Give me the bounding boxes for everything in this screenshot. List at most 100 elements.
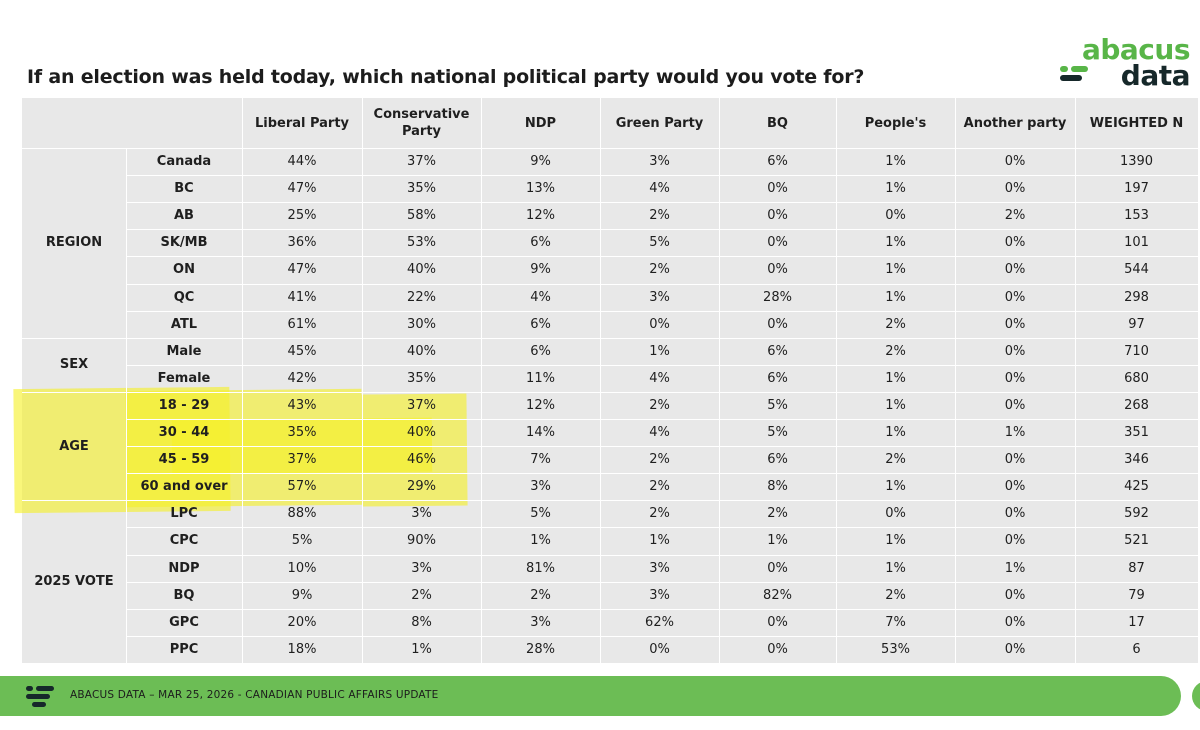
data-cell: 9%	[530, 262, 551, 278]
row-label: GPC	[169, 614, 199, 630]
data-cell: 0%	[1004, 614, 1026, 630]
data-cell: 268	[1124, 397, 1149, 413]
data-cell: 79	[1128, 587, 1145, 603]
data-cell: 7%	[530, 452, 551, 468]
data-cell: 0%	[1004, 343, 1026, 359]
data-cell: 2%	[649, 452, 670, 468]
data-cell: 197	[1124, 181, 1149, 197]
data-cell: 2%	[1004, 208, 1026, 224]
data-cell: 680	[1124, 370, 1149, 386]
grid-line	[22, 500, 1198, 502]
data-cell: 0%	[1004, 181, 1026, 197]
data-cell: 0%	[767, 208, 788, 224]
row-label: 30 - 44	[158, 425, 210, 441]
data-cell: 10%	[287, 560, 317, 576]
footer-logo-icon	[26, 686, 56, 708]
data-cell: 4%	[530, 289, 551, 305]
data-cell: 6%	[767, 154, 788, 170]
data-cell: 0%	[767, 641, 788, 657]
data-cell: 57%	[287, 479, 317, 495]
grid-line	[126, 364, 1198, 366]
grid-line	[1075, 98, 1076, 663]
data-cell: 37%	[407, 397, 436, 413]
data-cell: 1%	[1004, 425, 1026, 441]
data-cell: 0%	[1004, 316, 1026, 332]
data-cell: 6%	[767, 452, 788, 468]
data-cell: 1%	[885, 479, 906, 495]
column-header: Liberal Party	[254, 115, 350, 131]
grid-line	[126, 283, 1198, 285]
row-label: QC	[173, 289, 195, 305]
data-cell: 88%	[287, 506, 317, 522]
data-cell: 25%	[287, 208, 317, 224]
data-cell: 3%	[649, 154, 670, 170]
data-cell: 35%	[287, 425, 317, 441]
data-cell: 0%	[649, 641, 670, 657]
data-cell: 42%	[287, 370, 317, 386]
data-cell: 0%	[1004, 262, 1026, 278]
row-label: NDP	[168, 560, 200, 576]
data-cell: 22%	[407, 289, 436, 305]
data-cell: 61%	[287, 316, 317, 332]
row-label: BQ	[173, 587, 195, 603]
data-cell: 0%	[1004, 154, 1026, 170]
data-cell: 1%	[885, 289, 906, 305]
data-cell: 28%	[526, 641, 555, 657]
data-cell: 5%	[649, 235, 670, 251]
grid-line	[22, 337, 1198, 339]
data-cell: 28%	[763, 289, 792, 305]
data-cell: 45%	[287, 343, 317, 359]
data-cell: 1%	[885, 154, 906, 170]
data-cell: 2%	[411, 587, 432, 603]
data-cell: 46%	[407, 452, 436, 468]
data-cell: 8%	[767, 479, 788, 495]
data-cell: 2%	[767, 506, 788, 522]
data-cell: 3%	[649, 289, 670, 305]
data-cell: 6%	[767, 343, 788, 359]
data-cell: 544	[1124, 262, 1149, 278]
row-label: LPC	[170, 506, 198, 522]
data-cell: 40%	[407, 262, 436, 278]
group-label: 2025 VOTE	[34, 574, 114, 590]
data-cell: 4%	[649, 425, 670, 441]
data-cell: 36%	[287, 235, 317, 251]
data-cell: 0%	[1004, 506, 1026, 522]
data-cell: 5%	[291, 533, 313, 549]
data-cell: 351	[1124, 425, 1149, 441]
data-cell: 2%	[649, 208, 670, 224]
page-title: If an election was held today, which nat…	[27, 66, 865, 88]
data-cell: 1390	[1119, 154, 1154, 170]
data-cell: 0%	[767, 262, 788, 278]
data-cell: 29%	[407, 479, 436, 495]
row-label: 45 - 59	[158, 452, 210, 468]
data-cell: 14%	[526, 425, 555, 441]
data-cell: 0%	[1004, 397, 1026, 413]
group-label: AGE	[59, 438, 89, 454]
data-cell: 6%	[530, 235, 551, 251]
logo-word-bottom: data	[1120, 59, 1191, 92]
data-cell: 2%	[649, 397, 670, 413]
data-cell: 1%	[885, 235, 906, 251]
column-header: NDP	[524, 115, 557, 131]
row-label: PPC	[169, 641, 199, 657]
column-header: BQ	[767, 115, 788, 131]
data-cell: 2%	[885, 587, 906, 603]
data-cell: 12%	[526, 208, 555, 224]
data-cell: 3%	[649, 587, 670, 603]
grid-line	[126, 229, 1198, 231]
data-cell: 13%	[526, 181, 555, 197]
data-cell: 425	[1124, 479, 1149, 495]
grid-line	[126, 446, 1198, 448]
data-cell: 3%	[649, 560, 670, 576]
row-label: ATL	[170, 316, 198, 332]
grid-line	[22, 148, 1198, 149]
grid-line	[836, 98, 837, 663]
data-cell: 35%	[407, 370, 436, 386]
grid-line	[126, 148, 127, 663]
grid-line	[126, 419, 1198, 420]
data-cell: 592	[1124, 506, 1149, 522]
grid-line	[126, 310, 1198, 312]
data-cell: 101	[1124, 235, 1149, 251]
data-cell: 18%	[287, 641, 317, 657]
data-cell: 40%	[407, 425, 436, 441]
